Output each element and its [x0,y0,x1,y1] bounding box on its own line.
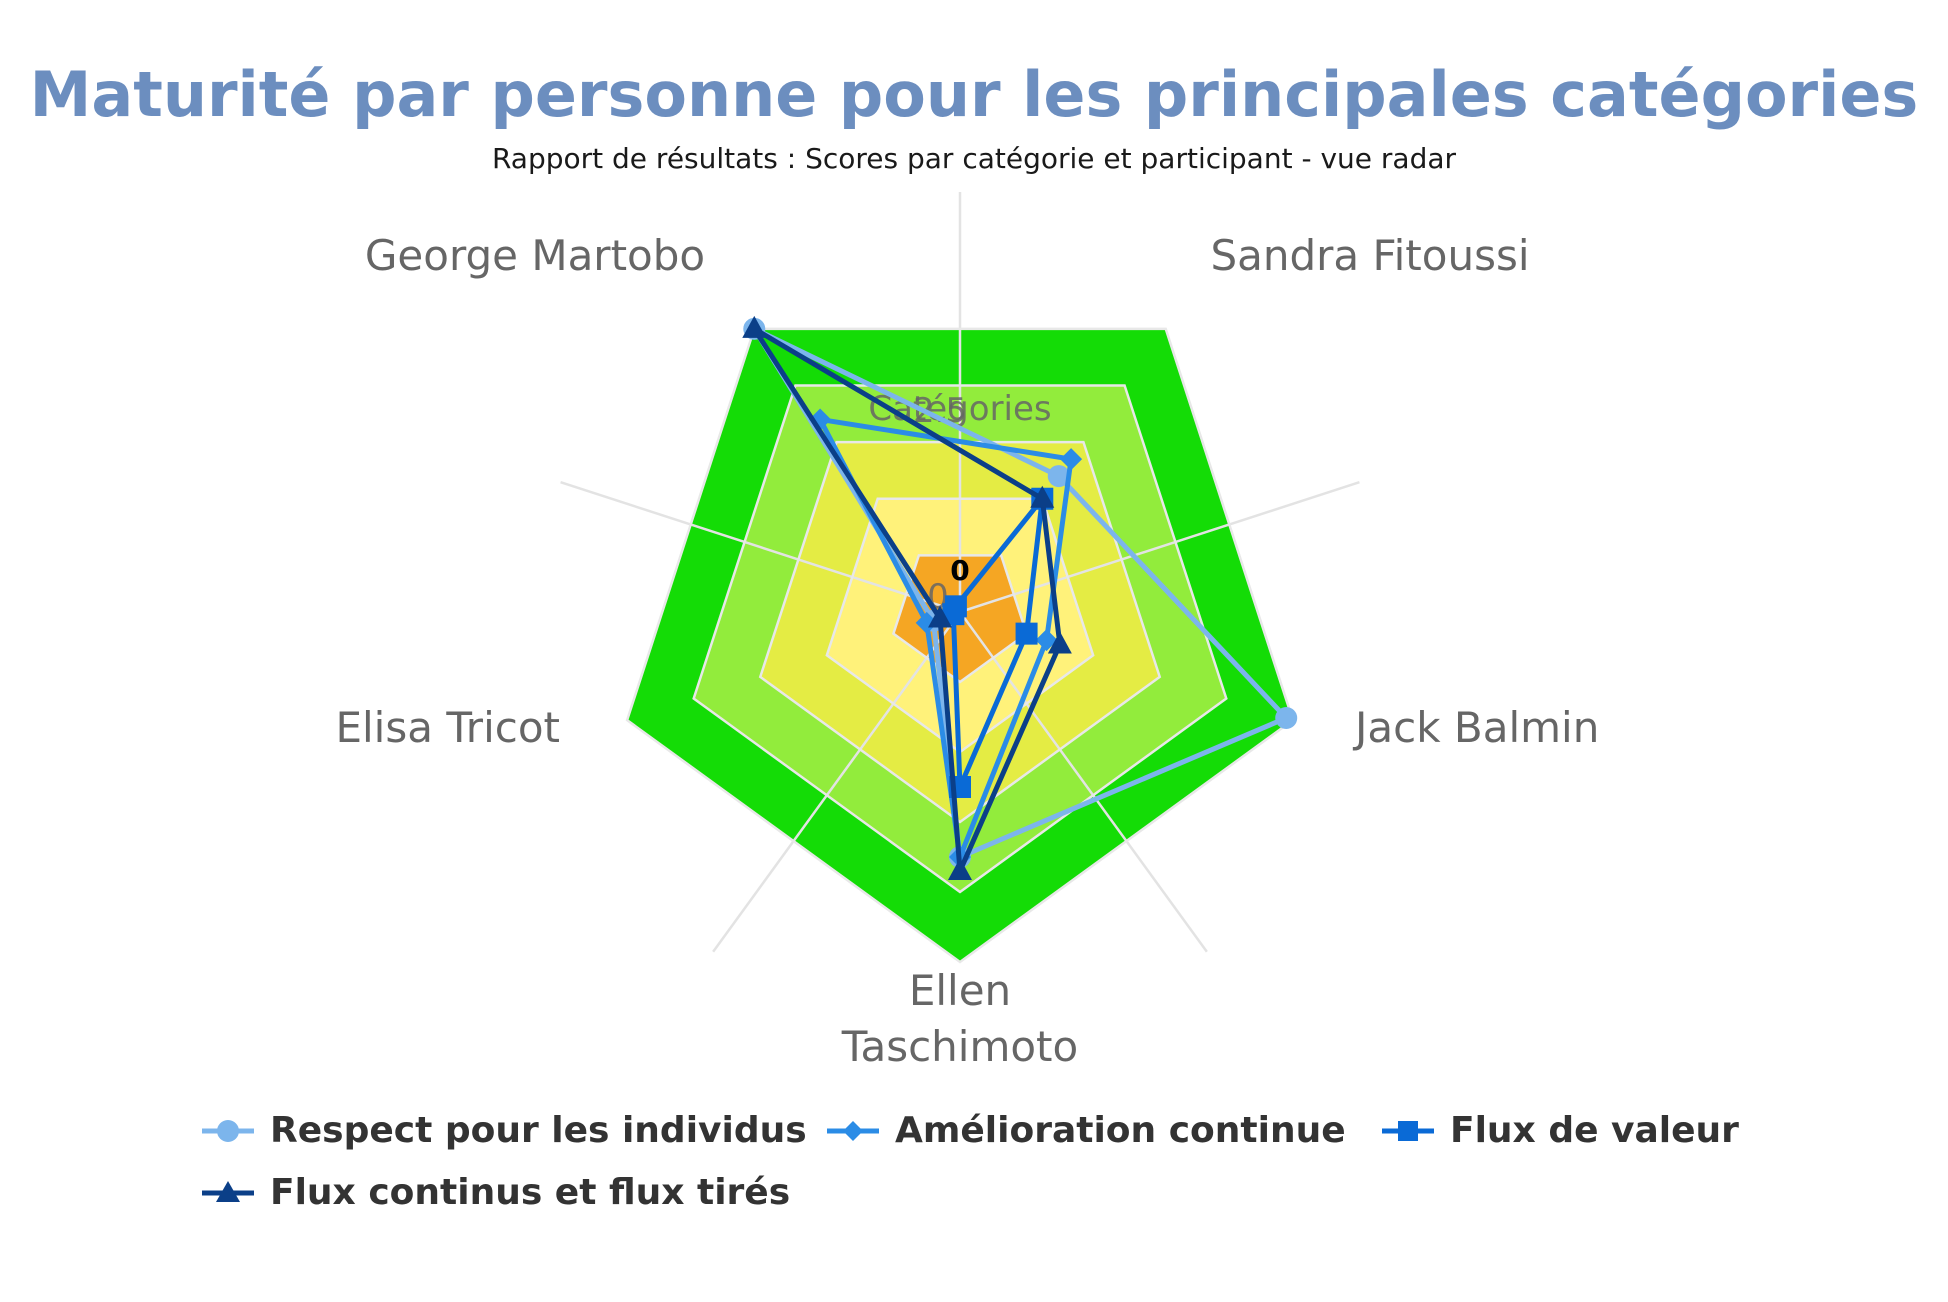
legend-label-2: Flux de valeur [1450,1110,1739,1151]
data-point-0-0[interactable] [1047,465,1070,488]
data-point-1-1[interactable] [1035,629,1058,652]
axis-title: Catégories [868,389,1051,429]
axis-labels: Sandra Fitoussi Jack Balmin Ellen Taschimot… [335,231,1599,1071]
data-point-0-1[interactable] [1275,706,1298,729]
legend-item-0[interactable]: Respect pour les individus [200,1110,807,1151]
data-point-3-1[interactable] [1047,631,1072,654]
series-3 [742,315,1072,880]
data-point-3-2[interactable] [948,858,972,880]
tick-label-0: 0 [950,554,969,587]
legend-symbol-triangle [202,1180,254,1202]
axis-label-1: Jack Balmin [1352,703,1599,752]
legend-item-1[interactable]: Amélioration continue [825,1110,1346,1151]
series-line-2 [950,496,1045,790]
series-line-1 [817,416,1074,860]
legend-label-3: Flux continus et flux tirés [270,1172,791,1213]
legend-item-2[interactable]: Flux de valeur [1380,1110,1739,1151]
legend-item-3[interactable]: Flux continus et flux tirés [200,1172,790,1213]
grid-ring [891,554,1029,684]
grid-spoke [958,611,1208,953]
chart-subtitle: Rapport de résultats : Scores par catégo… [491,142,1457,175]
grid-spoke [712,611,962,953]
legend-symbol-circle [202,1119,254,1142]
chart-title: Maturité par personne pour les principal… [29,58,1919,131]
axis-label-2: Ellen Taschimoto [841,966,1078,1071]
data-point-3-4[interactable] [742,315,767,338]
legend-label-1: Amélioration continue [895,1110,1346,1151]
series-layer [742,315,1298,880]
axis-label-3: Elisa Tricot [335,703,560,752]
series-line-3 [751,326,1063,874]
grid-ring [825,497,1095,754]
legend-label-0: Respect pour les individus [270,1110,807,1151]
grid-ring [625,327,1295,964]
legend-symbol-diamond [827,1120,879,1141]
data-point-2-4[interactable] [944,595,967,618]
grid-ring [758,440,1162,824]
data-point-1-3[interactable] [915,611,938,634]
axis-label-0: Sandra Fitoussi [1210,231,1529,280]
grid-spoke [959,481,1360,614]
data-point-3-0[interactable] [1030,485,1055,508]
grid-spoke [560,481,961,614]
data-point-1-0[interactable] [1060,448,1083,471]
series-2 [942,487,1054,798]
series-line-0 [751,326,1289,860]
data-point-2-1[interactable] [1015,622,1038,645]
legend-symbol-square [1382,1120,1434,1141]
axis-label-4: George Martobo [365,231,705,280]
data-point-3-3[interactable] [928,605,953,628]
